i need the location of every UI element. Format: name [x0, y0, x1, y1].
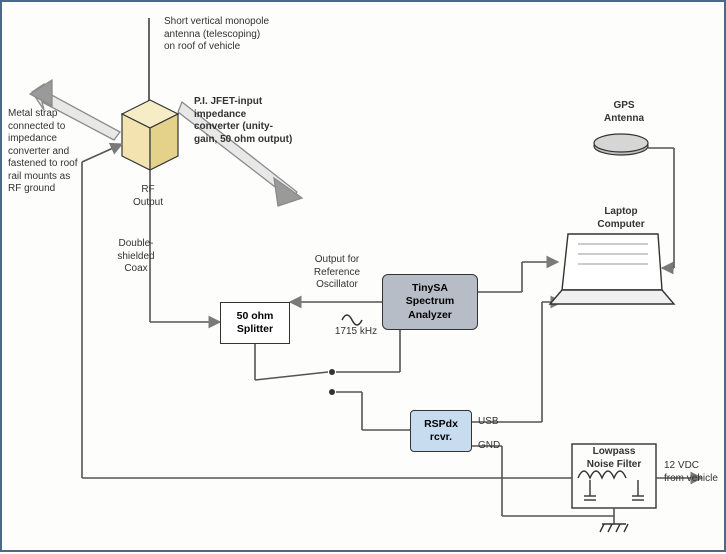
- rf-output-label: RF Output: [126, 184, 170, 209]
- gnd-label: GND: [478, 440, 508, 453]
- power-label: 12 VDC from vehicle: [664, 460, 720, 485]
- ref-freq-label: 1715 kHz: [326, 326, 386, 339]
- gps-antenna-shape: [594, 137, 648, 155]
- splitter-label: 50 ohm Splitter: [225, 310, 285, 336]
- coax-label: Double-shielded Coax: [108, 238, 164, 276]
- antenna-note: Short vertical monopole antenna (telesco…: [164, 16, 274, 54]
- usb-label: USB: [478, 416, 508, 429]
- strap-note: Metal strap connected to impedance conve…: [8, 108, 86, 196]
- ref-osc-label: Output for Reference Oscillator: [302, 254, 372, 292]
- tinysa-label: TinySA Spectrum Analyzer: [387, 282, 473, 321]
- tinysa-box: TinySA Spectrum Analyzer: [382, 274, 478, 330]
- filter-label: Lowpass Noise Filter: [580, 446, 648, 471]
- rspdx-label: RSPdx rcvr.: [415, 418, 467, 444]
- laptop-shape: [550, 234, 674, 304]
- laptop-label: Laptop Computer: [586, 206, 656, 231]
- impedance-cube: [122, 100, 178, 170]
- rspdx-box: RSPdx rcvr.: [410, 410, 472, 452]
- splitter-box: 50 ohm Splitter: [220, 302, 290, 344]
- gps-label: GPS Antenna: [596, 100, 652, 125]
- jfet-note: P.I. JFET-input impedance converter (uni…: [194, 96, 294, 146]
